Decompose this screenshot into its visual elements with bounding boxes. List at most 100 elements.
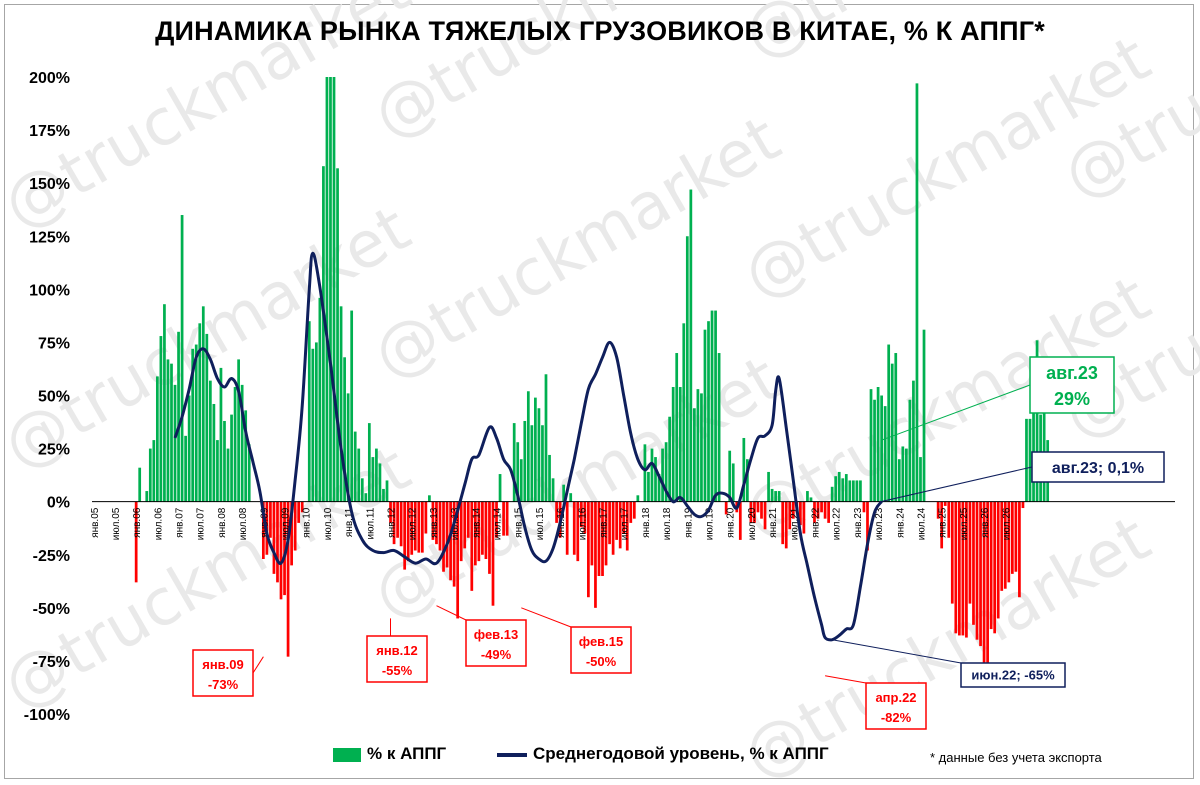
bar [1035,340,1039,502]
bar [590,501,594,566]
bar [134,501,138,583]
bar [456,501,460,619]
bar [279,501,283,600]
bar [562,484,566,502]
bar [445,501,449,568]
bar [876,387,880,502]
bar [979,501,982,647]
annotation-value: -73% [208,677,239,692]
bar [625,501,629,551]
bar [392,501,396,545]
y-tick-label: 100% [29,282,70,299]
annotation-label: апр.22 [875,690,916,705]
bar [428,495,431,502]
bar [184,435,187,502]
bar [498,474,502,502]
bar [272,501,276,574]
x-tick-label: янв.12 [387,507,398,538]
bar [943,501,947,506]
x-tick-label: июл.26 [1001,507,1012,540]
x-tick-label: янв.20 [726,507,737,538]
bar [1021,501,1025,509]
bar [788,501,792,530]
annotation-label: фев.13 [474,627,519,642]
x-tick-label: янв.07 [175,507,186,538]
bar [993,501,997,634]
bar [816,501,820,519]
bar [269,501,272,538]
bar [286,501,290,657]
x-tick-label: янв.13 [429,507,440,538]
bar [512,423,516,502]
annotation-value: 29% [1054,389,1090,409]
bar [350,310,354,502]
bar [777,491,781,502]
bar [919,457,922,502]
x-tick-label: июл.09 [281,507,292,540]
bar [163,304,166,502]
bar [371,457,375,502]
annotation-value: -49% [481,647,512,662]
bar [756,501,760,513]
bar [618,501,622,549]
bar [491,501,495,606]
annotation-label: янв.09 [202,657,244,672]
bar [1028,418,1032,502]
bar [336,168,339,502]
bar [799,501,802,526]
bar [693,408,696,502]
bar [760,501,763,519]
bar [353,431,357,502]
x-tick-label: янв.26 [980,507,991,538]
y-tick-label: 25% [38,442,70,459]
bar [579,501,583,528]
bar [862,501,866,513]
bar [413,501,417,551]
bar [201,306,205,502]
bar [410,501,414,555]
bar [594,501,597,608]
bar [187,395,191,502]
bar [399,501,403,547]
bar [784,501,788,549]
bar [774,491,777,502]
bar [237,359,240,502]
x-tick-label: янв.19 [683,507,694,538]
bar [965,501,968,638]
bar [629,501,633,523]
bar [261,501,265,559]
bar [717,353,721,502]
bar [922,329,926,502]
watermark-text: @truckmarket [361,102,792,394]
footnote: * данные без учета экспорта [930,750,1102,765]
bar [526,391,530,502]
bar [375,448,378,502]
bar [385,480,389,502]
bar [565,501,569,555]
annotation-label: фев.15 [579,634,624,649]
bar [166,359,170,502]
y-tick-label: 125% [29,229,70,246]
bar [332,77,336,502]
bar [961,501,965,636]
bar [830,486,834,502]
bar [682,323,686,502]
bar [364,493,368,502]
y-tick-label: 75% [38,335,70,352]
bar [431,501,435,540]
x-tick-label: янв.10 [302,507,313,538]
bar [915,83,919,502]
annotation-leader [832,639,962,664]
bar [1014,501,1018,572]
x-tick-label: июл.13 [450,507,461,540]
bar [466,501,470,538]
bar [534,397,537,502]
bar [650,448,654,502]
bar [367,423,371,502]
bar [597,501,601,576]
bar [177,331,180,502]
bar [767,471,770,502]
bar [473,501,477,566]
annotation-value: -55% [382,663,413,678]
bar [283,501,286,596]
